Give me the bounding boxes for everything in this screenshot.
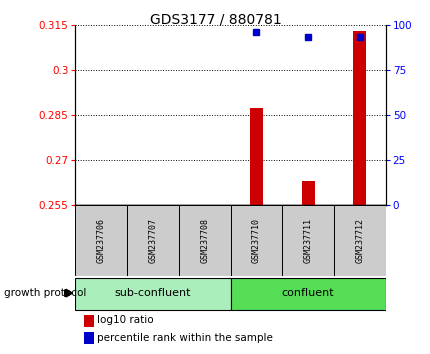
Bar bbox=[353, 31, 366, 205]
Bar bbox=[301, 181, 314, 205]
Text: GSM237712: GSM237712 bbox=[355, 218, 363, 263]
Text: GSM237710: GSM237710 bbox=[252, 218, 260, 263]
Bar bbox=[230, 278, 385, 310]
Text: growth protocol: growth protocol bbox=[4, 288, 86, 298]
Bar bbox=[75, 278, 230, 310]
FancyArrow shape bbox=[64, 289, 72, 297]
Bar bbox=[230, 205, 282, 276]
Text: percentile rank within the sample: percentile rank within the sample bbox=[97, 333, 272, 343]
Text: GSM237706: GSM237706 bbox=[97, 218, 105, 263]
Bar bbox=[333, 205, 385, 276]
Text: GDS3177 / 880781: GDS3177 / 880781 bbox=[149, 12, 281, 27]
Text: sub-confluent: sub-confluent bbox=[114, 288, 191, 298]
Bar bbox=[127, 205, 178, 276]
Bar bbox=[75, 205, 127, 276]
Text: GSM237707: GSM237707 bbox=[148, 218, 157, 263]
Bar bbox=[249, 108, 262, 205]
Text: GSM237711: GSM237711 bbox=[303, 218, 312, 263]
Text: log10 ratio: log10 ratio bbox=[97, 315, 153, 325]
Bar bbox=[178, 205, 230, 276]
Text: confluent: confluent bbox=[281, 288, 334, 298]
Bar bbox=[282, 205, 333, 276]
Text: GSM237708: GSM237708 bbox=[200, 218, 209, 263]
